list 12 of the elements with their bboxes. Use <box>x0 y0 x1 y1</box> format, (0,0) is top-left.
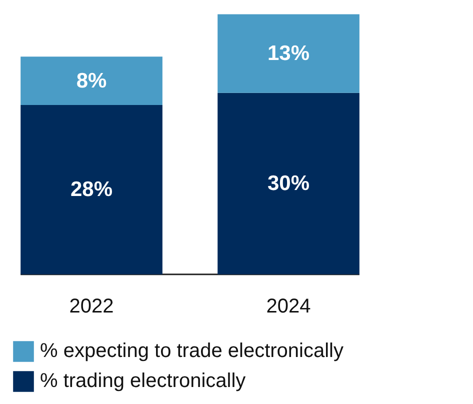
legend-label: % trading electronically <box>40 368 246 394</box>
bar <box>20 56 162 106</box>
bar <box>218 92 360 274</box>
x-tick-label: 2022 <box>69 296 114 318</box>
data-label: 28% <box>70 178 113 202</box>
bar <box>218 14 360 93</box>
legend-label: % expecting to trade electronically <box>40 338 344 364</box>
bar <box>20 105 162 274</box>
data-label: 30% <box>268 172 310 196</box>
data-label: 8% <box>76 69 108 92</box>
x-tick-label: 2024 <box>266 296 311 318</box>
data-label: 13% <box>268 42 310 66</box>
